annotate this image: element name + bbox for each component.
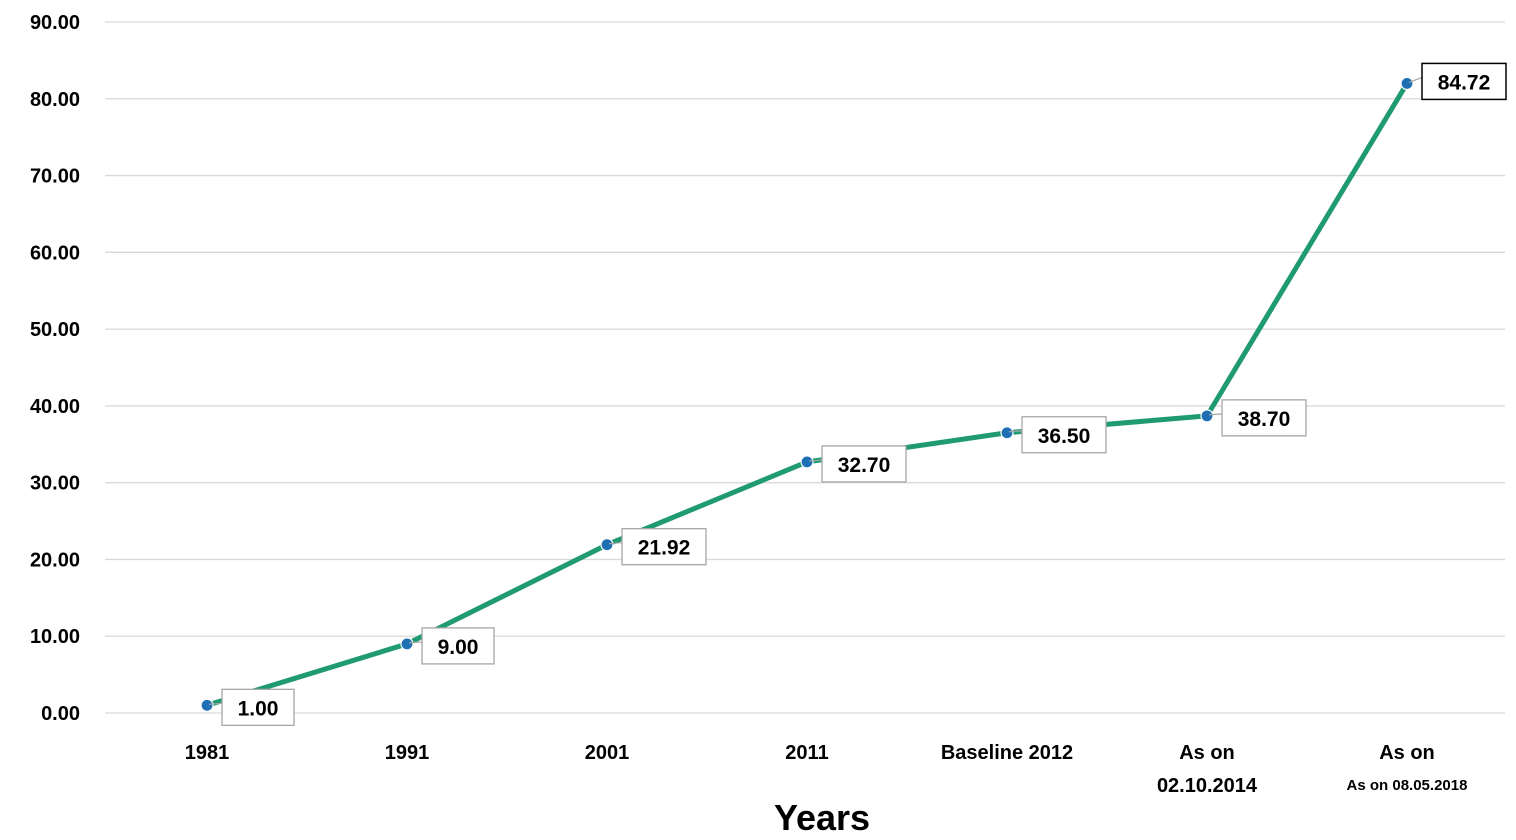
gridlines — [105, 21, 1505, 714]
data-point — [1400, 76, 1414, 91]
data-point — [400, 637, 414, 651]
x-tick-label: Baseline 2012 — [941, 742, 1073, 764]
series-group — [200, 76, 1414, 712]
y-tick-label: 80.00 — [30, 89, 80, 111]
data-point — [1000, 426, 1014, 440]
y-tick-label: 30.00 — [30, 473, 80, 495]
data-label-connector — [1208, 413, 1223, 416]
y-tick-label: 0.00 — [41, 703, 80, 725]
series-line — [204, 80, 1410, 708]
data-label-box — [621, 528, 707, 566]
data-label-text: 38.70 — [1238, 408, 1291, 431]
x-tick-label: As on — [1379, 742, 1435, 764]
x-axis-title: Years — [774, 797, 870, 838]
data-label-connector — [1008, 430, 1023, 433]
data-label-connector — [608, 542, 623, 545]
y-tick-label: 90.00 — [30, 12, 80, 34]
data-label-box — [1021, 416, 1107, 454]
data-label: 38.70 — [1208, 399, 1307, 437]
data-label-box — [221, 688, 295, 726]
data-label: 84.72 — [1408, 62, 1507, 101]
data-label: 36.50 — [1008, 416, 1107, 454]
data-label: 1.00 — [208, 688, 295, 726]
data-label-text: 84.72 — [1438, 71, 1491, 94]
data-point — [200, 698, 214, 712]
data-label-text: 32.70 — [838, 454, 891, 477]
data-label-box — [1221, 399, 1307, 437]
y-tick-label: 20.00 — [30, 549, 80, 571]
x-axis-ticks: 1981 1991 2001 2011 Baseline 2012 As on 02.10.… — [185, 742, 1468, 797]
data-label: 21.92 — [608, 528, 707, 566]
y-axis-ticks: 0.00 10.00 20.00 30.00 40.00 50.00 60.00 70.00 8… — [30, 12, 80, 725]
data-label-text: 21.92 — [638, 537, 691, 560]
y-tick-label: 40.00 — [30, 396, 80, 418]
x-tick-label: 2001 — [585, 742, 630, 764]
y-tick-label: 60.00 — [30, 242, 80, 264]
data-label-box — [421, 627, 495, 665]
data-label-box — [821, 445, 907, 483]
y-tick-label: 10.00 — [30, 626, 80, 648]
data-label-text: 9.00 — [438, 636, 479, 659]
data-label-connector — [208, 702, 223, 705]
data-label-connector — [408, 641, 423, 644]
data-label-box — [1421, 62, 1507, 101]
x-tick-label: 1981 — [185, 742, 230, 764]
data-point — [800, 455, 814, 469]
data-label: 9.00 — [408, 627, 495, 665]
data-point — [600, 538, 614, 552]
x-tick-label: 2011 — [785, 742, 828, 764]
x-tick-label: As on — [1179, 742, 1235, 764]
y-tick-label: 50.00 — [30, 319, 80, 341]
data-label-connector — [808, 459, 823, 462]
data-labels: 1.00 9.00 21.92 32.70 36.50 38.70 84.72 — [208, 62, 1507, 726]
data-label-text: 1.00 — [238, 697, 279, 720]
data-point — [1200, 409, 1214, 423]
y-tick-label: 70.00 — [30, 166, 80, 188]
x-tick-label: As on 08.05.2018 — [1347, 777, 1468, 794]
data-label-connector — [1408, 76, 1423, 83]
data-label-text: 36.50 — [1038, 425, 1091, 448]
data-label: 32.70 — [808, 445, 907, 483]
x-tick-label: 02.10.2014 — [1157, 775, 1258, 797]
x-tick-label: 1991 — [385, 742, 430, 764]
